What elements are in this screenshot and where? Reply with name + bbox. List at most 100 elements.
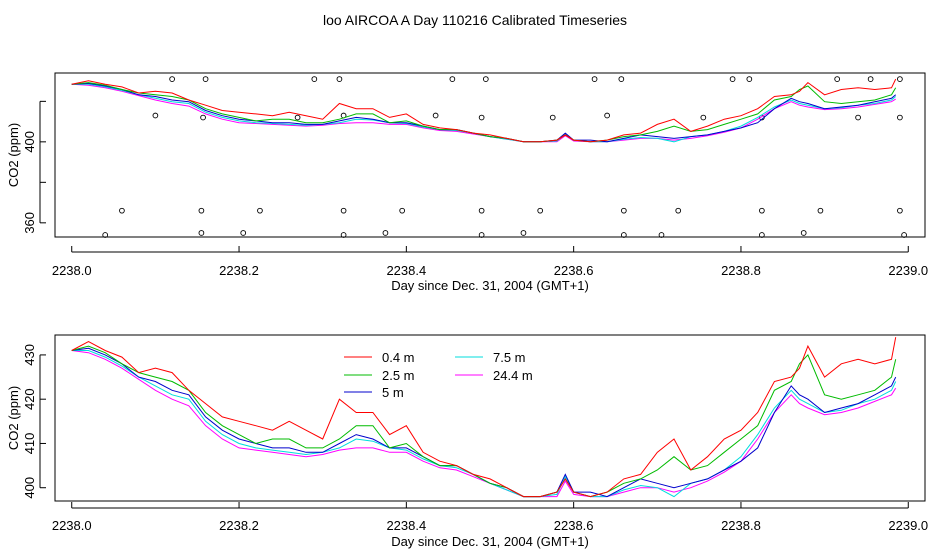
data-point — [591, 76, 598, 82]
data-point — [729, 76, 736, 82]
data-point — [620, 207, 627, 214]
data-point — [800, 230, 807, 236]
data-point — [700, 114, 707, 121]
data-point — [198, 230, 205, 236]
plot-frame — [54, 72, 926, 238]
x-tick-label: 2238.6 — [554, 518, 594, 533]
x-axis-label: Day since Dec. 31, 2004 (GMT+1) — [391, 278, 589, 293]
data-point — [746, 76, 753, 82]
data-point — [620, 232, 627, 238]
series-line-overview — [71, 83, 896, 143]
legend-item: 0.4 m — [344, 350, 415, 365]
data-point — [618, 76, 625, 82]
x-tick-label: 2238.8 — [721, 518, 761, 533]
panel-top: 2238.0 2238.2 2238.4 2238.6 2238.8 2239.0 360… — [6, 72, 928, 293]
x-tick-label: 2239.0 — [888, 518, 928, 533]
data-point — [119, 207, 125, 214]
panel-bottom: 2238.0 2238.2 2238.4 2238.6 2238.8 2239.0 400… — [6, 334, 928, 549]
series-line-overview — [71, 82, 897, 143]
data-point — [901, 232, 907, 238]
series-line — [71, 337, 897, 498]
y-axis-label: CO2 (ppm) — [6, 386, 21, 450]
data-point — [520, 230, 527, 236]
x-axis: 2238.0 2238.2 2238.4 2238.6 2238.8 2239.0 — [52, 246, 928, 278]
series-line — [71, 350, 897, 498]
x-axis: 2238.0 2238.2 2238.4 2238.6 2238.8 2239.0 — [52, 502, 928, 533]
legend-item: 7.5 m — [455, 350, 526, 365]
x-tick-label: 2238.4 — [386, 263, 426, 278]
x-tick-label: 2238.4 — [386, 518, 426, 533]
legend-label: 2.5 m — [382, 368, 415, 383]
data-point — [198, 207, 205, 214]
y-axis: 360 400 — [22, 100, 46, 234]
data-point — [478, 114, 485, 121]
data-point — [240, 230, 247, 236]
series-line-overview — [71, 82, 897, 143]
scatter-points — [71, 76, 907, 238]
data-point — [102, 232, 109, 238]
data-point — [340, 232, 347, 238]
data-point — [897, 76, 903, 82]
data-point — [834, 76, 841, 82]
legend-item: 2.5 m — [344, 368, 415, 383]
y-tick-label: 420 — [22, 388, 37, 410]
data-point — [311, 76, 318, 82]
data-point — [478, 232, 485, 238]
series-line — [71, 345, 897, 498]
data-point — [257, 207, 263, 214]
y-tick-label: 410 — [22, 433, 37, 455]
series-line-overview — [71, 78, 897, 143]
x-tick-label: 2239.0 — [888, 263, 928, 278]
data-point — [537, 207, 544, 214]
series-lines — [71, 337, 897, 498]
x-tick-label: 2238.0 — [52, 518, 92, 533]
data-point — [604, 112, 610, 119]
data-point — [382, 230, 389, 236]
x-tick-label: 2238.2 — [219, 518, 259, 533]
data-point — [867, 76, 874, 82]
legend-label: 0.4 m — [382, 350, 415, 365]
legend: 0.4 m 2.5 m 5 m 7.5 m 24.4 m — [344, 350, 533, 400]
data-point — [449, 76, 456, 82]
legend-label: 5 m — [382, 385, 404, 400]
data-point — [897, 207, 903, 214]
page-title: loo AIRCOA A Day 110216 Calibrated Times… — [323, 12, 627, 28]
x-tick-label: 2238.2 — [219, 263, 259, 278]
series-line-overview — [71, 83, 897, 143]
plot-frame — [54, 334, 926, 502]
data-point — [759, 207, 765, 214]
y-tick-label: 430 — [22, 344, 37, 366]
y-axis-label: CO2 (ppm) — [6, 123, 21, 187]
data-point — [202, 76, 209, 82]
legend-item: 24.4 m — [455, 368, 533, 383]
legend-label: 7.5 m — [493, 350, 526, 365]
data-point — [340, 207, 347, 214]
data-point — [152, 112, 159, 119]
x-tick-label: 2238.6 — [554, 263, 594, 278]
data-point — [658, 232, 665, 238]
x-tick-label: 2238.8 — [721, 263, 761, 278]
data-point — [855, 114, 861, 121]
series-line — [71, 347, 897, 498]
y-tick-label: 360 — [22, 212, 37, 234]
data-point — [817, 207, 824, 214]
legend-item: 5 m — [344, 385, 404, 400]
data-point — [482, 76, 489, 82]
data-point — [294, 114, 301, 121]
data-point — [399, 207, 406, 214]
y-tick-label: 400 — [22, 477, 37, 499]
data-point — [432, 112, 439, 119]
x-tick-label: 2238.0 — [52, 263, 92, 278]
legend-label: 24.4 m — [493, 368, 533, 383]
data-point — [200, 114, 206, 121]
data-point — [675, 207, 682, 214]
data-point — [549, 114, 556, 121]
data-point — [897, 114, 903, 121]
series-line — [71, 350, 897, 498]
data-point — [169, 76, 175, 82]
data-point — [478, 207, 485, 214]
y-tick-label: 400 — [22, 131, 37, 153]
x-axis-label: Day since Dec. 31, 2004 (GMT+1) — [391, 534, 589, 549]
data-point — [336, 76, 343, 82]
